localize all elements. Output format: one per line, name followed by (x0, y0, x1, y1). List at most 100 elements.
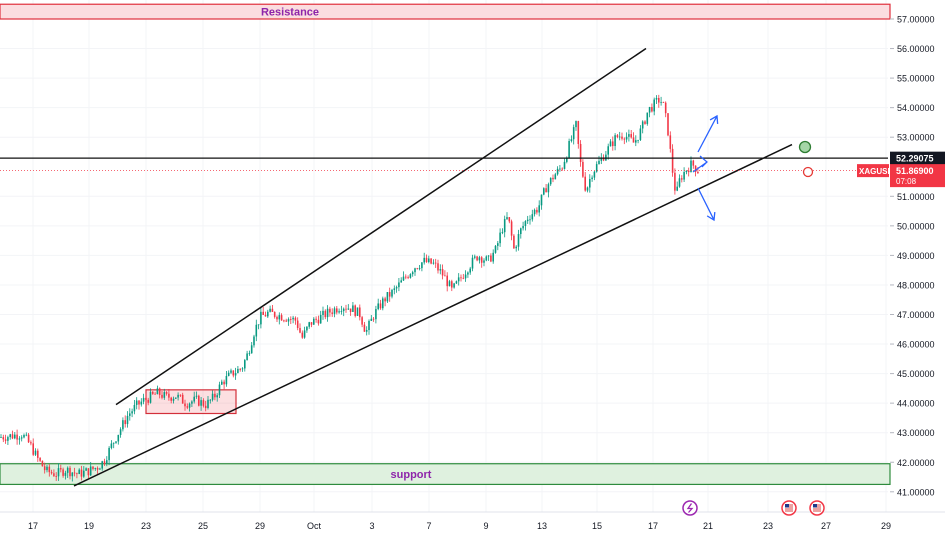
candle-body (402, 276, 405, 281)
candle-body (244, 360, 246, 369)
candle-body (363, 324, 366, 332)
y-tick-label: 46.00000 (897, 340, 935, 350)
candle-body (388, 292, 391, 297)
candle-body (676, 186, 678, 191)
candle-body (71, 472, 74, 477)
candle-body (517, 234, 520, 247)
candle-body (227, 372, 230, 376)
candle-body (278, 315, 281, 320)
candle-body (513, 235, 515, 249)
candle-body (336, 308, 338, 313)
candle-body (96, 468, 99, 470)
candle-body (646, 112, 649, 124)
x-tick-label: 27 (821, 521, 831, 531)
candle-body (375, 309, 377, 320)
lightning-event-icon[interactable] (682, 500, 698, 516)
candle-body (340, 311, 343, 312)
candle-body (490, 255, 492, 262)
candle-body (602, 157, 605, 161)
candle-body (471, 257, 474, 269)
candle-body (425, 257, 428, 263)
candle-body (14, 434, 16, 439)
candle-body (115, 441, 117, 443)
arrow-shaft (697, 187, 715, 221)
candle-body (319, 314, 322, 324)
candle-body (92, 466, 94, 469)
candle-body (138, 400, 140, 405)
us-event-flag-icon[interactable] (809, 500, 825, 516)
candle-body (345, 308, 347, 310)
candle-body (384, 298, 386, 302)
candle-body (549, 177, 552, 185)
candle-body (188, 403, 191, 408)
candle-body (434, 262, 437, 264)
stop-loss-marker[interactable] (802, 166, 814, 178)
candle-body (533, 209, 536, 215)
candle-body (156, 388, 159, 395)
candle-body (290, 319, 292, 320)
x-tick-label: 25 (198, 521, 208, 531)
arrow-head (709, 114, 719, 125)
candle-body (4, 439, 7, 441)
candle-body (579, 143, 582, 162)
symbol-tag-bg (857, 164, 889, 178)
x-tick-label: 15 (592, 521, 602, 531)
candle-body (315, 318, 317, 320)
candle-body (126, 415, 129, 425)
candle-body (407, 277, 409, 279)
y-tick-label: 56.00000 (897, 44, 935, 54)
candle-body (30, 442, 32, 444)
candle-body (195, 395, 198, 397)
candle-body (324, 310, 327, 318)
candle-body (464, 274, 467, 279)
candle-body (639, 128, 642, 140)
candle-body (621, 136, 623, 139)
level-price-tag-bg (890, 151, 945, 165)
candle-body (653, 99, 655, 112)
candle-body (32, 443, 34, 455)
price-series (0, 94, 699, 482)
candle-body (248, 353, 251, 355)
x-tick-label: 23 (763, 521, 773, 531)
candle-body (241, 368, 244, 370)
candle-body (119, 429, 122, 435)
candle-body (154, 393, 156, 395)
candle-body (191, 401, 193, 404)
candle-body (273, 311, 276, 317)
candle-body (303, 330, 306, 338)
candle-body (161, 394, 163, 398)
take-profit-marker[interactable] (798, 140, 812, 154)
us-event-flag-icon[interactable] (781, 500, 797, 516)
candle-body (662, 101, 665, 103)
candle-body (492, 252, 494, 262)
candle-body (283, 320, 285, 322)
y-tick-label: 53.00000 (897, 133, 935, 143)
candle-body (145, 397, 147, 400)
candle-body (683, 172, 685, 180)
candle-body (616, 135, 619, 138)
candle-body (78, 469, 80, 474)
candle-body (53, 473, 55, 477)
candle-body (168, 393, 170, 398)
candle-body (671, 148, 674, 173)
y-tick-label: 55.00000 (897, 74, 935, 84)
candle-body (455, 281, 458, 284)
candle-body (27, 434, 30, 443)
x-tick-label: 7 (426, 521, 431, 531)
candle-body (520, 228, 522, 235)
candle-body (349, 308, 352, 312)
candle-body (285, 320, 287, 322)
candle-body (313, 318, 315, 325)
candle-body (379, 303, 382, 309)
candle-body (218, 384, 221, 396)
candle-body (271, 308, 274, 312)
candle-body (595, 164, 598, 172)
support-label: support (391, 469, 432, 481)
candle-body (64, 472, 67, 476)
candle-body (600, 157, 603, 161)
candle-body (446, 275, 448, 287)
candle-body (598, 160, 600, 165)
candle-body (299, 327, 301, 333)
